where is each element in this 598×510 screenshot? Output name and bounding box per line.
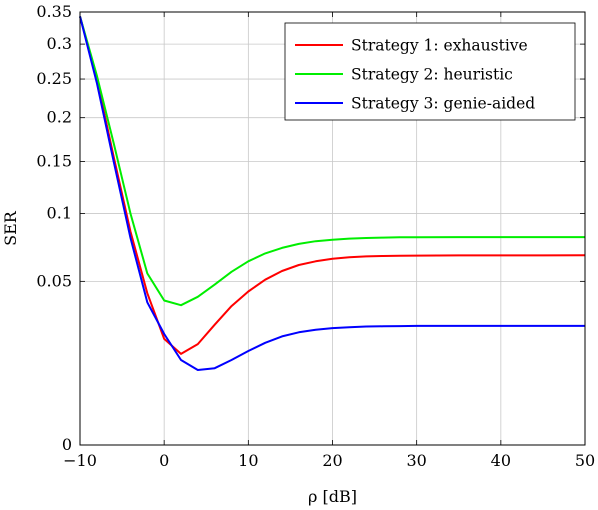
x-tick-label: 0 [159, 451, 169, 470]
legend: Strategy 1: exhaustive Strategy 2: heuris… [284, 22, 576, 121]
legend-label: Strategy 2: heuristic [351, 66, 513, 84]
y-axis-label: SER [1, 210, 20, 246]
x-tick-label: −10 [63, 451, 97, 470]
x-tick-label: 20 [322, 451, 342, 470]
y-tick-label: 0.15 [36, 152, 72, 171]
x-tick-label: 50 [575, 451, 595, 470]
series-lines [79, 16, 586, 371]
y-tick-label: 0 [62, 435, 72, 454]
y-tick-label: 0.25 [36, 69, 72, 88]
x-tick-label: 10 [238, 451, 258, 470]
y-tick-label: 0.3 [47, 34, 72, 53]
x-tick-label: 40 [491, 451, 511, 470]
legend-label: Strategy 3: genie-aided [351, 95, 535, 113]
x-tick-labels: −10 0 10 20 30 40 50 [63, 451, 595, 470]
y-tick-label: 0.35 [36, 2, 72, 21]
y-tick-label: 0.2 [47, 108, 72, 127]
y-tick-label: 0.05 [36, 271, 72, 290]
y-tick-labels: 0 0.05 0.1 0.15 0.2 0.25 0.3 0.35 [36, 2, 72, 454]
x-axis-label: ρ [dB] [308, 487, 357, 506]
legend-label: Strategy 1: exhaustive [351, 37, 528, 55]
series-line [79, 16, 585, 307]
axis-ticks [79, 11, 586, 446]
x-tick-label: 30 [406, 451, 426, 470]
y-tick-label: 0.1 [47, 204, 72, 223]
series-line [79, 16, 585, 371]
series-line [79, 16, 586, 355]
